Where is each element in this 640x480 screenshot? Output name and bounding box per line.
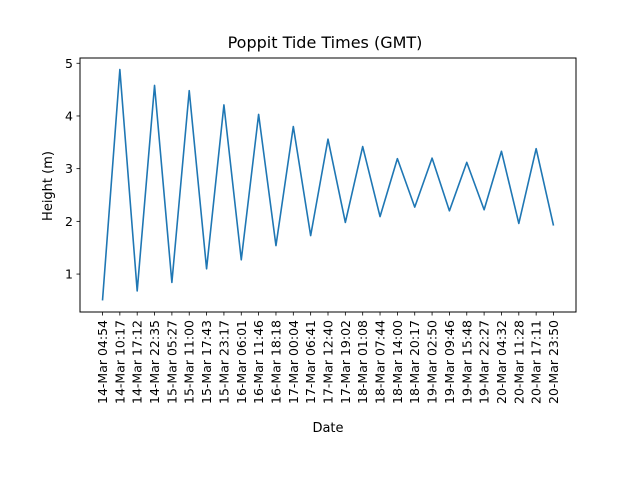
x-tick-label: 20-Mar 04:32 (494, 320, 509, 404)
x-tick-label: 20-Mar 23:50 (546, 320, 561, 404)
y-tick-label: 3 (65, 161, 73, 176)
x-tick-label: 15-Mar 17:43 (199, 320, 214, 404)
x-tick-label: 16-Mar 11:46 (251, 320, 266, 404)
plot-area-frame (79, 57, 577, 313)
x-tick-label: 19-Mar 22:27 (477, 320, 492, 404)
x-tick-label: 16-Mar 18:18 (268, 320, 283, 404)
y-axis-title: Height (m) (41, 151, 56, 221)
y-tick-label: 2 (65, 214, 73, 229)
x-tick-label: 15-Mar 11:00 (182, 320, 197, 404)
x-tick-label: 14-Mar 22:35 (147, 320, 162, 404)
y-tick-label: 1 (65, 267, 73, 282)
x-tick-label: 14-Mar 10:17 (112, 320, 127, 404)
y-axis-ticks: 1 2 3 4 5 (65, 56, 80, 282)
x-tick-label: 19-Mar 02:50 (425, 320, 440, 404)
y-tick-label: 5 (65, 56, 73, 71)
x-tick-label: 18-Mar 14:00 (390, 320, 405, 404)
x-tick-label: 17-Mar 00:04 (286, 320, 301, 404)
y-tick-label: 4 (65, 108, 73, 123)
x-tick-label: 20-Mar 11:28 (511, 320, 526, 404)
x-tick-label: 15-Mar 05:27 (164, 320, 179, 404)
x-tick-label: 17-Mar 19:02 (338, 320, 353, 404)
series-layer (101, 68, 555, 301)
series-line-0 (101, 68, 555, 301)
x-axis-ticks: 14-Mar 04:54 14-Mar 10:17 14-Mar 17:12 14-M… (95, 312, 561, 404)
x-tick-label: 17-Mar 12:40 (321, 320, 336, 404)
x-tick-label: 17-Mar 06:41 (303, 320, 318, 404)
x-tick-label: 18-Mar 20:17 (407, 320, 422, 404)
x-tick-label: 14-Mar 04:54 (95, 320, 110, 404)
x-tick-label: 18-Mar 07:44 (373, 320, 388, 404)
x-tick-label: 19-Mar 09:46 (442, 320, 457, 404)
x-tick-label: 14-Mar 17:12 (130, 320, 145, 404)
x-axis-title: Date (312, 421, 343, 436)
x-tick-label: 15-Mar 23:17 (216, 320, 231, 404)
x-tick-label: 19-Mar 15:48 (459, 320, 474, 404)
x-tick-label: 18-Mar 01:08 (355, 320, 370, 404)
x-tick-label: 16-Mar 06:01 (234, 320, 249, 404)
x-tick-label: 20-Mar 17:11 (529, 320, 544, 404)
chart-title: Poppit Tide Times (GMT) (228, 33, 423, 52)
